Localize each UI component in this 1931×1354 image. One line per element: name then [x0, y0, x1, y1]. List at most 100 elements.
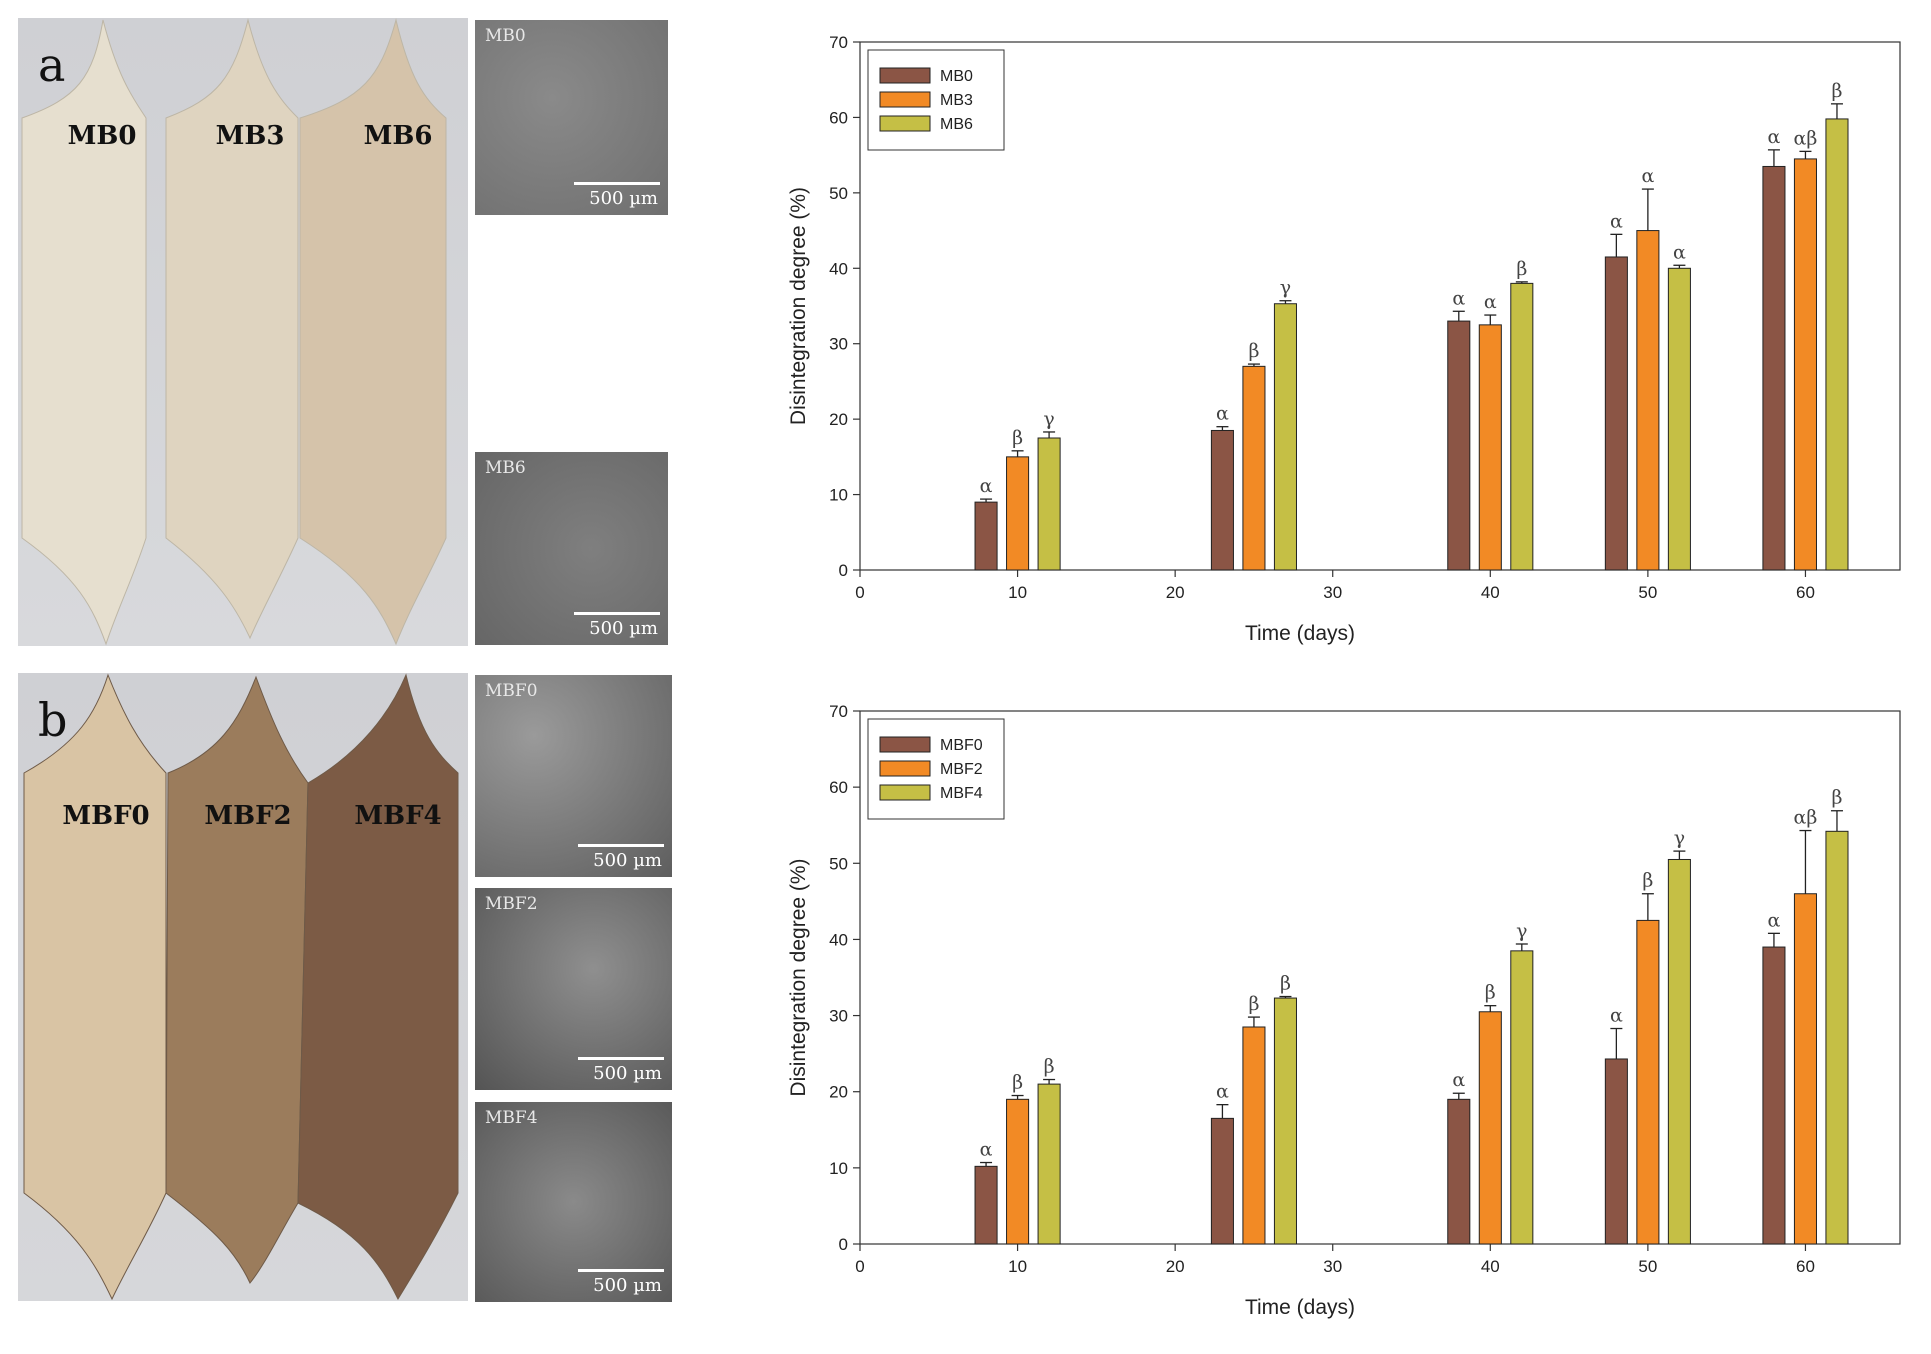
bar: [1510, 950, 1534, 1245]
y-tick-label: 60: [829, 108, 848, 127]
significance-label: α: [1610, 210, 1623, 232]
y-tick-label: 30: [829, 1007, 848, 1026]
significance-label: αβ: [1794, 127, 1818, 149]
y-tick-label: 70: [829, 702, 848, 721]
scale-text: 500 µm: [593, 850, 662, 871]
bar: [974, 1165, 998, 1245]
y-axis-title: Disintegration degree (%): [787, 187, 810, 425]
x-tick-label: 40: [1481, 1257, 1500, 1276]
significance-label: β: [1516, 258, 1527, 280]
strip-a-3: [299, 18, 447, 646]
y-tick-label: 20: [829, 1083, 848, 1102]
chart-bottom: 0 10 20 30 40 50 60 70 0 10 20 30 40 50 60 Time (days) D…: [755, 693, 1925, 1348]
bar: [1825, 118, 1849, 571]
y-tick-label: 40: [829, 930, 848, 949]
bar: [974, 501, 998, 571]
strip-b-3: [297, 673, 459, 1301]
bar: [1604, 256, 1628, 571]
significance-label: α: [1673, 241, 1686, 263]
scale-text: 500 µm: [589, 188, 658, 209]
sem-label: MBF2: [485, 894, 538, 914]
significance-label: γ: [1674, 827, 1685, 849]
chart-bottom-svg: 0 10 20 30 40 50 60 70 0 10 20 30 40 50 60 Time (days) D…: [787, 702, 1901, 1319]
film-strips-a: MB0 MB3 MB6: [21, 18, 447, 646]
scale-bar: [574, 612, 660, 615]
significance-label: γ: [1043, 408, 1054, 430]
x-axis-title: Time (days): [1245, 622, 1355, 645]
y-tick-label: 50: [829, 854, 848, 873]
bar: [1037, 437, 1061, 571]
y-tick-label: 0: [839, 561, 848, 580]
bar: [1242, 1026, 1266, 1245]
bar: [1793, 893, 1817, 1245]
x-tick-label: 60: [1796, 1257, 1815, 1276]
bar: [1510, 282, 1534, 571]
plot-frame: [859, 710, 1901, 1245]
bar: [1793, 158, 1817, 571]
strip-label-a-3: MB6: [364, 121, 433, 151]
legend-swatch: [879, 67, 931, 84]
scale-text: 500 µm: [593, 1063, 662, 1084]
sem-image-a-2: MB6 500 µm: [475, 452, 668, 645]
bar: [1210, 429, 1234, 571]
legend-swatch: [879, 760, 931, 777]
bar: [1273, 997, 1297, 1245]
bar: [1273, 303, 1297, 571]
significance-label: γ: [1516, 920, 1527, 942]
x-tick-label: 0: [855, 1257, 864, 1276]
significance-label: β: [1044, 1056, 1055, 1078]
bar: [1006, 1098, 1030, 1245]
strip-b-2: [165, 675, 309, 1284]
legend-label: MB6: [940, 116, 973, 133]
scale-bar: [578, 1269, 664, 1272]
significance-label: α: [1610, 1005, 1623, 1027]
sem-image-a-1: MB0 500 µm: [475, 20, 668, 215]
sem-label: MB0: [485, 26, 526, 46]
x-tick-label: 20: [1166, 583, 1185, 602]
sem-image-b-1: MBF0 500 µm: [475, 675, 672, 877]
y-tick-label: 10: [829, 486, 848, 505]
scale-bar: [578, 1057, 664, 1060]
bar: [1825, 830, 1849, 1245]
significance-label: α: [1452, 1069, 1465, 1091]
significance-label: β: [1012, 1072, 1023, 1094]
significance-label: β: [1280, 973, 1291, 995]
significance-label: β: [1485, 982, 1496, 1004]
strip-label-b-2: MBF2: [204, 801, 291, 831]
significance-label: β: [1831, 787, 1842, 809]
y-tick-label: 40: [829, 259, 848, 278]
significance-label: α: [1768, 909, 1781, 931]
panel-letter-a: a: [38, 38, 66, 92]
panel-letter-b: b: [38, 693, 68, 747]
significance-label: β: [1642, 870, 1653, 892]
bar: [1762, 165, 1786, 571]
bar: [1636, 919, 1660, 1245]
x-tick-label: 30: [1323, 1257, 1342, 1276]
sem-image-b-2: MBF2 500 µm: [475, 888, 672, 1090]
sem-label: MB6: [485, 458, 526, 478]
significance-label: αβ: [1794, 807, 1818, 829]
scale-bar: [574, 182, 660, 185]
strip-b-1: [23, 673, 167, 1301]
significance-label: β: [1248, 993, 1259, 1015]
significance-label: β: [1248, 340, 1259, 362]
x-tick-label: 30: [1323, 583, 1342, 602]
strip-a-2: [165, 18, 299, 640]
bar: [1478, 1011, 1502, 1245]
plot-frame: [859, 41, 1901, 571]
strip-label-b-3: MBF4: [354, 801, 441, 831]
chart-top: 0 10 20 30 40 50 60 70 0 10 20 30 40 50 60 Time (days) D…: [755, 20, 1925, 670]
x-tick-label: 20: [1166, 1257, 1185, 1276]
significance-label: α: [1216, 403, 1229, 425]
x-tick-label: 10: [1008, 1257, 1027, 1276]
sem-label: MBF4: [485, 1108, 538, 1128]
bar: [1636, 230, 1660, 571]
scale-text: 500 µm: [593, 1275, 662, 1296]
sem-label: MBF0: [485, 681, 538, 701]
legend-swatch: [879, 784, 931, 801]
y-tick-label: 0: [839, 1235, 848, 1254]
significance-label: α: [980, 475, 993, 497]
bar: [1667, 858, 1691, 1245]
x-tick-label: 40: [1481, 583, 1500, 602]
x-axis-title: Time (days): [1245, 1296, 1355, 1319]
